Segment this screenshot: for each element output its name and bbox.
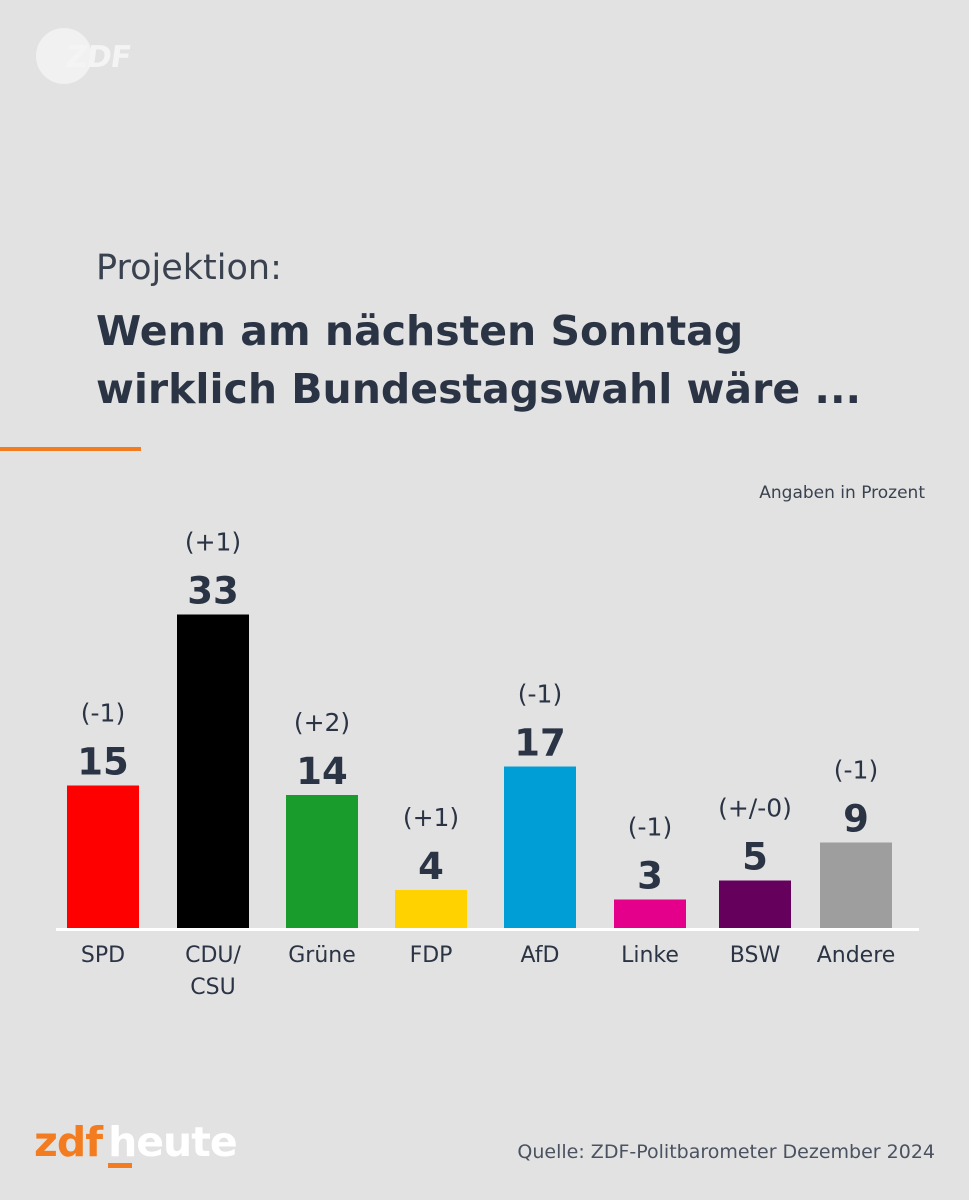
brand-heute-label: heute xyxy=(108,1118,238,1166)
value-label-0: 15 xyxy=(77,741,129,784)
change-label-2: (+2) xyxy=(294,708,350,737)
value-label-1: 33 xyxy=(187,570,239,613)
zdfheute-logo: zdf heute xyxy=(34,1118,238,1168)
brand-heute-text: heute xyxy=(108,1118,238,1168)
value-label-2: 14 xyxy=(296,750,348,793)
change-label-4: (-1) xyxy=(518,680,562,709)
bar-chart: 15 (-1) SPD 33 (+1) CDU/CSU 14 (+2) Grüne 4 (+1) FD… xyxy=(56,528,919,1000)
value-label-7: 9 xyxy=(843,798,869,841)
zdf-logo-circle-icon xyxy=(36,28,92,84)
chart-title: Wenn am nächsten Sonntag wirklich Bundes… xyxy=(96,302,956,418)
change-label-3: (+1) xyxy=(403,803,459,832)
zdf-logo-text: ZDF xyxy=(63,40,133,75)
bar-7 xyxy=(820,842,892,928)
category-label-4-0: AfD xyxy=(521,943,560,968)
zdf-logo: ZDF xyxy=(36,28,146,88)
category-label-6-0: BSW xyxy=(730,943,781,968)
bar-5 xyxy=(614,899,686,928)
chart-subtitle: Projektion: xyxy=(96,248,282,288)
change-label-7: (-1) xyxy=(834,756,878,785)
value-label-4: 17 xyxy=(514,722,566,765)
bar-3 xyxy=(395,890,467,928)
change-label-1: (+1) xyxy=(185,528,241,557)
category-label-5-0: Linke xyxy=(621,943,679,968)
change-label-0: (-1) xyxy=(81,699,125,728)
value-label-3: 4 xyxy=(418,845,444,888)
chart-title-line-2: wirklich Bundestagswahl wäre ... xyxy=(96,365,862,413)
bar-4 xyxy=(504,766,576,928)
brand-underline xyxy=(108,1163,133,1168)
bar-6 xyxy=(719,880,791,928)
bar-0 xyxy=(67,785,139,928)
bar-1 xyxy=(177,614,249,928)
category-label-7-0: Andere xyxy=(817,943,896,968)
accent-divider xyxy=(0,447,141,451)
brand-zdf-text: zdf xyxy=(34,1118,103,1166)
chart-title-line-1: Wenn am nächsten Sonntag xyxy=(96,307,744,355)
source-note: Quelle: ZDF-Politbarometer Dezember 2024 xyxy=(517,1141,935,1163)
bar-2 xyxy=(286,795,358,928)
category-label-2-0: Grüne xyxy=(288,943,356,968)
category-label-0-0: SPD xyxy=(81,943,125,968)
value-label-6: 5 xyxy=(742,836,768,879)
category-label-1-0: CDU/ xyxy=(185,943,241,968)
unit-note: Angaben in Prozent xyxy=(759,483,925,503)
change-label-5: (-1) xyxy=(628,813,672,842)
value-label-5: 3 xyxy=(637,855,663,898)
change-label-6: (+/-0) xyxy=(718,794,792,823)
category-label-3-0: FDP xyxy=(410,943,453,968)
category-label-1-1: CSU xyxy=(190,975,235,1000)
